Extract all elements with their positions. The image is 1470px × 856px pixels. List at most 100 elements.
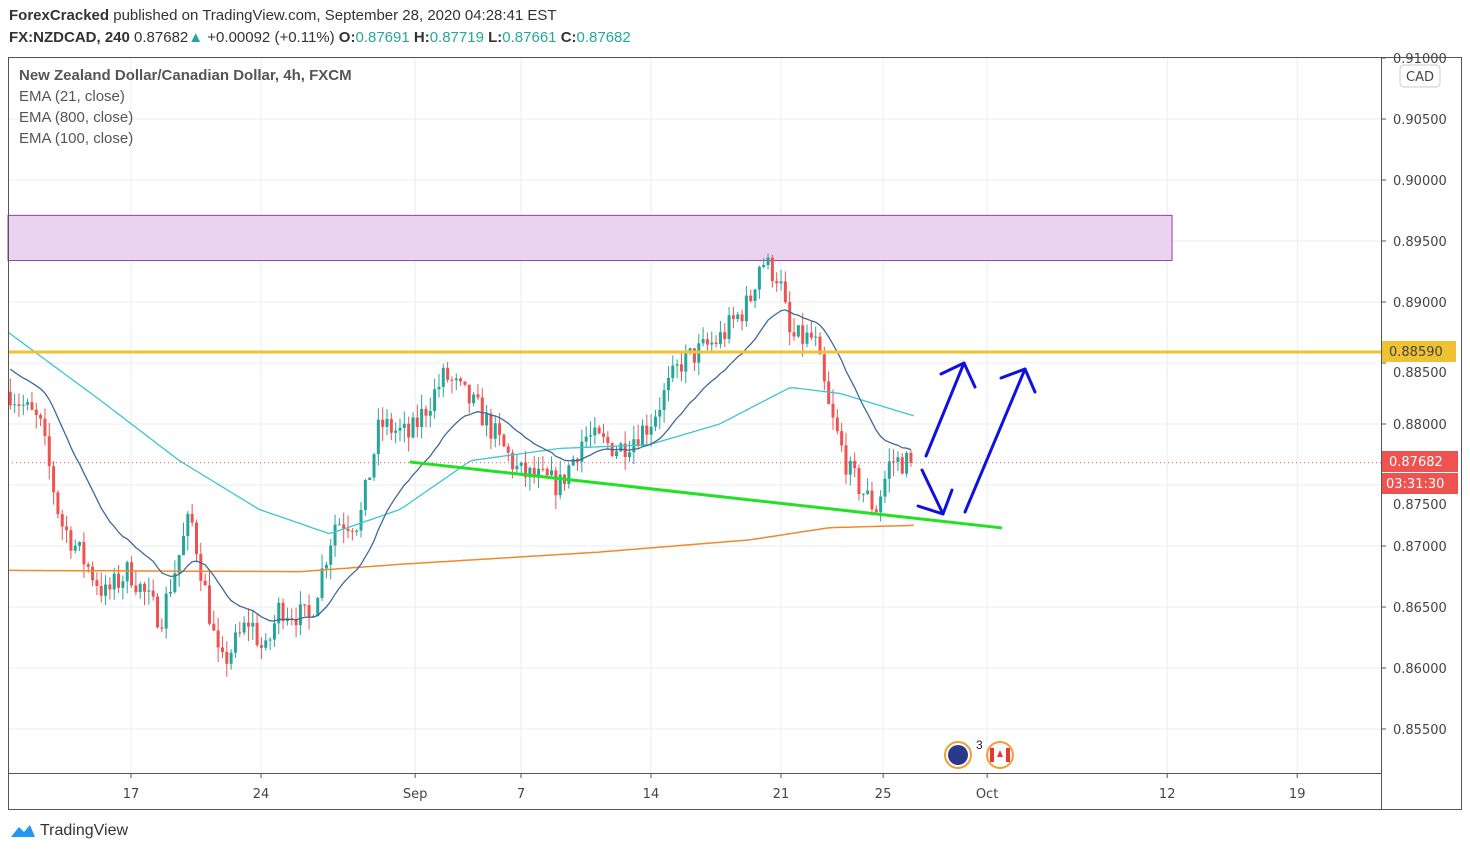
up-arrow[interactable] <box>924 361 966 458</box>
candle-body <box>489 413 493 439</box>
candle-body <box>606 436 610 444</box>
ema-800-line <box>8 524 914 573</box>
time-tick-label: 19 <box>1289 787 1306 802</box>
price-tick-label: 0.87000 <box>1393 540 1447 555</box>
time-tick-label: Sep <box>403 787 428 802</box>
down-arrow[interactable] <box>920 468 945 516</box>
candle-body <box>731 315 735 319</box>
candle-body <box>770 257 774 282</box>
candle-body <box>900 457 904 474</box>
candle-body <box>95 580 99 586</box>
candle-body <box>870 490 874 510</box>
trend-line[interactable] <box>409 460 1003 530</box>
open-label: O: <box>338 29 356 46</box>
time-tick-label: Oct <box>976 787 998 802</box>
candle-body <box>645 425 649 435</box>
candle-body <box>212 623 216 631</box>
close-value: 0.87682 <box>576 29 631 46</box>
tradingview-logo[interactable]: TradingView <box>10 822 128 840</box>
candle-body <box>13 404 17 406</box>
candle-body <box>485 413 489 426</box>
candle-body <box>17 404 21 406</box>
candle-body <box>86 564 90 567</box>
candle-body <box>316 597 320 617</box>
candle-body <box>589 435 593 437</box>
candle-body <box>350 530 354 532</box>
author-name[interactable]: ForexCracked <box>9 7 110 24</box>
candle-body <box>294 619 298 626</box>
resistance-zone[interactable] <box>7 214 1173 262</box>
candle-body <box>39 415 43 419</box>
candle-body <box>896 457 900 462</box>
candle-body <box>684 351 688 372</box>
candle-body <box>528 467 532 478</box>
event-icons[interactable]: 3 <box>944 738 1014 769</box>
price-tick-label: 0.87500 <box>1393 498 1447 513</box>
up-arrow[interactable] <box>963 367 1027 514</box>
candle-body <box>801 325 805 344</box>
candle-body <box>519 462 523 466</box>
candle-body <box>164 593 168 629</box>
candle-body <box>242 622 246 633</box>
candle-body <box>887 461 891 479</box>
legend-ema-800[interactable]: EMA (800, close) <box>19 109 134 126</box>
candle-body <box>554 470 558 496</box>
candle-body <box>545 468 549 476</box>
price-axis[interactable]: 0.91000 0.90500 0.90000 0.89500 0.89000 0.885… <box>1381 52 1447 738</box>
arrow-head <box>916 488 954 516</box>
candle-body <box>203 580 207 586</box>
candle-body <box>428 410 432 416</box>
candle-body <box>775 281 779 284</box>
candle-body <box>524 462 528 478</box>
candle-body <box>558 474 562 496</box>
candle-body <box>636 439 640 447</box>
event-count: 3 <box>976 738 983 752</box>
candle-body <box>835 417 839 432</box>
tradingview-logo-icon <box>11 825 35 837</box>
candle-body <box>355 530 359 532</box>
arrow-drawings[interactable] <box>916 361 1037 516</box>
candle-body <box>337 524 341 526</box>
price-tick-label: 0.88500 <box>1393 366 1447 381</box>
candle-body <box>584 436 588 442</box>
legend-ema-100[interactable]: EMA (100, close) <box>19 130 134 147</box>
arrow-head <box>999 367 1037 394</box>
candle-body <box>65 526 69 531</box>
candle-body <box>147 590 151 592</box>
candle-body <box>814 336 818 338</box>
candle-body <box>307 605 311 617</box>
candle-body <box>281 602 285 622</box>
price-tick-label: 0.86000 <box>1393 662 1447 677</box>
candle-body <box>130 562 134 586</box>
candle-body <box>736 314 740 319</box>
candle-body <box>857 468 861 495</box>
svg-text:03:31:30: 03:31:30 <box>1386 477 1444 492</box>
bar-countdown <box>1382 473 1458 494</box>
candle-body <box>671 365 675 379</box>
candle-body <box>476 394 480 398</box>
time-tick-label: 12 <box>1159 787 1176 802</box>
candle-body <box>104 584 108 596</box>
candle-body <box>359 509 363 531</box>
candle-body <box>710 342 714 345</box>
publish-text: published on TradingView.com, September … <box>109 7 557 24</box>
candle-body <box>229 652 233 664</box>
publish-info: ForexCracked published on TradingView.co… <box>9 7 557 24</box>
candle-body <box>463 381 467 385</box>
candle-body <box>853 460 857 469</box>
legend-ema-21[interactable]: EMA (21, close) <box>19 88 125 105</box>
candle-body <box>909 452 913 463</box>
candle-body <box>506 446 510 453</box>
candle-body <box>385 418 389 427</box>
time-axis[interactable]: 17 24 Sep 7 14 21 25 Oct 12 19 <box>123 773 1306 802</box>
candle-body <box>394 430 398 433</box>
candle-body <box>762 265 766 267</box>
candle-body <box>121 581 125 588</box>
candle-body <box>883 478 887 497</box>
candle-body <box>749 295 753 301</box>
candle-body <box>173 573 177 593</box>
candle-body <box>21 404 25 406</box>
candle-body <box>47 436 51 467</box>
high-label: H: <box>413 29 430 46</box>
